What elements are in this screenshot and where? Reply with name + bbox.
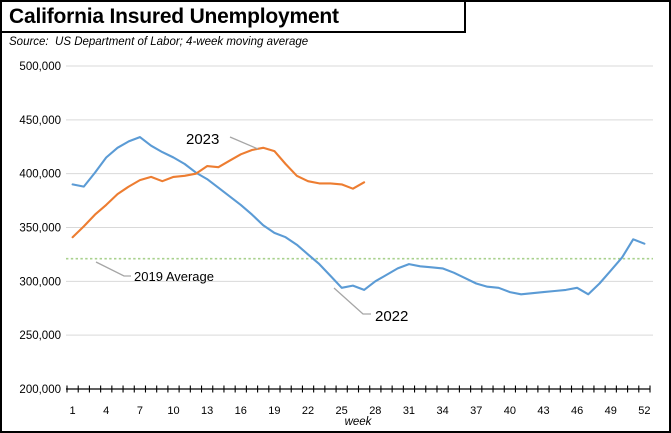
reference-line-label: 2019 Average — [134, 269, 214, 284]
series-line-2023 — [71, 146, 366, 239]
x-tick-label: 37 — [470, 405, 482, 417]
x-tick-label: 43 — [537, 405, 549, 417]
y-tick-label: 500,000 — [19, 61, 61, 73]
x-tick-label: 22 — [302, 405, 314, 417]
source-note: Source: US Department of Labor; 4-week m… — [9, 36, 309, 48]
series-label-2022: 2022 — [375, 308, 408, 325]
title-box: California Insured Unemployment — [2, 2, 466, 33]
page-title: California Insured Unemployment — [9, 4, 339, 28]
y-axis-labels-group: 500,000 450,000 400,000 350,000 300,000 250,0… — [19, 61, 61, 396]
x-tick-label: 4 — [103, 405, 109, 417]
x-tick-label: 28 — [369, 405, 381, 417]
y-tick-label: 400,000 — [19, 169, 61, 181]
gridlines-group — [66, 65, 653, 336]
x-tick-label: 34 — [436, 405, 448, 417]
y-tick-label: 250,000 — [19, 330, 61, 342]
x-tick-label: 13 — [201, 405, 213, 417]
annotation-2023: 2023 — [186, 131, 259, 150]
x-tick-label: 25 — [336, 405, 348, 417]
x-tick-label: 46 — [571, 405, 583, 417]
x-tick-label: 10 — [167, 405, 179, 417]
y-tick-label: 350,000 — [19, 223, 61, 235]
x-tick-label: 19 — [268, 405, 280, 417]
annotation-2022: 2022 — [333, 287, 408, 325]
x-tick-label: 49 — [605, 405, 617, 417]
x-tick-label: 52 — [638, 405, 650, 417]
series-group — [71, 136, 646, 296]
label-2022-leader-line — [333, 287, 371, 315]
series-line-2022 — [71, 136, 646, 296]
series-label-2023: 2023 — [186, 131, 219, 148]
x-axis-group: 1 4 7 10 13 16 19 22 25 28 31 34 37 40 43 46 49 52 — [66, 385, 651, 417]
x-tick-label: 7 — [137, 405, 143, 417]
label-2023-leader-line — [229, 136, 259, 150]
x-tick-label: 16 — [235, 405, 247, 417]
x-tick-label: 1 — [70, 405, 76, 417]
y-tick-label: 200,000 — [19, 384, 61, 396]
label-2019-average-leader-line — [95, 261, 131, 277]
y-tick-label: 300,000 — [19, 276, 61, 288]
annotation-2019-average: 2019 Average — [95, 261, 214, 284]
x-tick-label: 40 — [504, 405, 516, 417]
x-axis-title: week — [345, 416, 373, 428]
y-tick-label: 450,000 — [19, 115, 61, 127]
x-tick-label: 31 — [403, 405, 415, 417]
